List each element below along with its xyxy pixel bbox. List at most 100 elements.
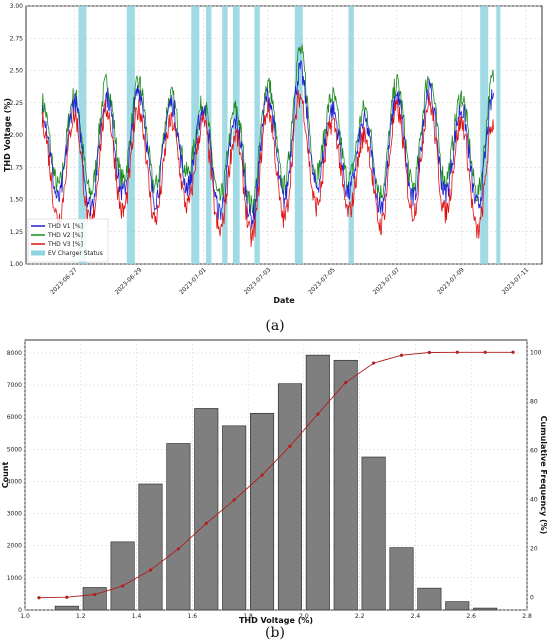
- panel-label-a: (a): [265, 318, 284, 334]
- y-tick-label: 2.00: [10, 132, 24, 139]
- x-tick-label: 2023-06-29: [114, 266, 144, 296]
- y-tick-label: 3000: [7, 511, 22, 518]
- cumulative-point: [483, 350, 487, 354]
- y-axis-label-b: Count: [1, 462, 10, 489]
- histogram-bar: [54, 605, 79, 611]
- y-tick-label: 8000: [7, 350, 22, 357]
- y-ticks-right-b: 0 20 40 60 80 100: [530, 349, 542, 601]
- x-tick-label: 2.2: [355, 613, 365, 620]
- legend-label: THD V1 [%]: [47, 223, 83, 230]
- x-tick-label: 2023-06-27: [49, 266, 79, 296]
- legend-label: EV Charger Status: [48, 250, 103, 257]
- ev-charger-band: [254, 6, 260, 264]
- histogram-bar: [250, 412, 275, 611]
- ev-charger-band: [222, 6, 228, 264]
- cumulative-point: [93, 592, 97, 597]
- y-tick-label: 7000: [7, 382, 22, 389]
- y-tick-label: 1.25: [10, 229, 24, 236]
- cumulative-point: [344, 380, 348, 385]
- x-tick-label: 2023-07-03: [243, 266, 273, 296]
- histogram-bar: [277, 383, 302, 611]
- cumulative-point: [176, 547, 180, 551]
- histogram-bar: [110, 541, 135, 611]
- ev-charger-band: [496, 6, 501, 264]
- x-tick-label: 2023-07-07: [372, 266, 402, 296]
- histogram-bar: [473, 607, 498, 611]
- x-tick-label: 2023-07-11: [501, 266, 531, 296]
- histogram-bar: [305, 354, 330, 611]
- ev-charger-band: [232, 6, 240, 264]
- time-series-chart: 1.00 1.25 1.50 1.75 2.00 2.25 2.50 2.75 3.00 202…: [3, 3, 543, 305]
- cumulative-point: [427, 350, 431, 355]
- histogram-bar: [417, 587, 442, 611]
- plot-area-b: [24, 339, 528, 611]
- y-axis-label-right-b: Cumulative Frequency (%): [539, 416, 548, 535]
- x-tick-label: 2.4: [411, 613, 421, 620]
- legend-swatch: [31, 250, 45, 256]
- histogram-bar: [166, 443, 191, 611]
- x-axis-label-a: Date: [273, 296, 295, 305]
- cumulative-point: [455, 350, 459, 354]
- y-tick-label: 2.50: [10, 68, 24, 75]
- legend-a: THD V1 [%] THD V2 [%] THD V3 [%] EV Charger…: [27, 218, 109, 263]
- x-tick-label: 2.6: [466, 613, 476, 620]
- cumulative-point: [204, 521, 208, 525]
- ev-charger-band: [348, 6, 354, 264]
- y-ticks-b: 0 1000 2000 3000 4000 5000 6000 7000 8000: [7, 350, 22, 614]
- y-tick-label: 1.00: [10, 261, 24, 268]
- ev-charger-band: [78, 6, 87, 264]
- y-tick-label-right: 40: [530, 497, 538, 504]
- y-tick-label: 0: [18, 607, 22, 614]
- x-tick-label: 1.2: [76, 613, 86, 620]
- y-ticks-a: 1.00 1.25 1.50 1.75 2.00 2.25 2.50 2.75 3.00: [10, 3, 24, 268]
- grid-a: [26, 5, 542, 265]
- histogram-bar: [389, 547, 414, 611]
- y-tick-label-right: 0: [530, 595, 534, 602]
- cumulative-point: [65, 595, 69, 599]
- panel-label-b: (b): [265, 625, 285, 640]
- x-tick-label: 2.0: [299, 613, 309, 620]
- cumulative-point: [232, 498, 236, 502]
- y-tick-label: 5000: [7, 446, 22, 453]
- x-ticks-a: 2023-06-27 2023-06-29 2023-07-01 2023-07-03…: [49, 266, 530, 296]
- x-tick-label: 1.4: [132, 613, 142, 620]
- series-group-a: [41, 44, 494, 247]
- series-line: [41, 59, 494, 230]
- y-tick-label-right: 20: [530, 546, 538, 553]
- series-line: [41, 89, 494, 247]
- y-tick-label: 4000: [7, 478, 22, 485]
- y-tick-label: 6000: [7, 414, 22, 421]
- cumulative-line: [37, 350, 515, 600]
- x-tick-label: 1.0: [20, 613, 30, 620]
- y-tick-label: 1.50: [10, 197, 24, 204]
- x-tick-label: 1.8: [243, 613, 253, 620]
- ev-charger-band: [480, 6, 489, 264]
- y-tick-label-right: 100: [530, 349, 542, 356]
- x-ticks-b: 1.0 1.2 1.4 1.6 1.8 2.0 2.2 2.4 2.6 2.8: [20, 613, 532, 620]
- cumulative-polyline: [38, 351, 514, 599]
- cumulative-point: [148, 568, 153, 572]
- legend-label: THD V3 [%]: [47, 241, 83, 248]
- x-tick-label: 2.8: [522, 613, 532, 620]
- cumulative-point: [316, 412, 320, 416]
- cumulative-point: [121, 584, 125, 588]
- y-tick-label-right: 80: [530, 398, 538, 405]
- cumulative-point: [260, 473, 264, 477]
- histogram-bars: [54, 354, 498, 611]
- histogram-bar: [333, 359, 358, 611]
- cumulative-point: [399, 353, 404, 357]
- histogram-bar: [194, 408, 219, 611]
- histogram-bar: [445, 601, 470, 611]
- histogram-bar: [361, 456, 386, 611]
- y-tick-label-right: 60: [530, 447, 538, 454]
- y-tick-label: 1000: [7, 575, 22, 582]
- y-axis-label-a: THD Voltage (%): [3, 98, 12, 172]
- ev-charger-band: [294, 6, 303, 264]
- cumulative-point: [372, 361, 376, 365]
- y-tick-label: 2000: [7, 543, 22, 550]
- histogram-bar: [222, 425, 247, 611]
- x-tick-label: 2023-07-05: [307, 266, 337, 296]
- x-axis-label-b: THD Voltage (%): [239, 616, 313, 625]
- histogram-bar: [82, 587, 107, 611]
